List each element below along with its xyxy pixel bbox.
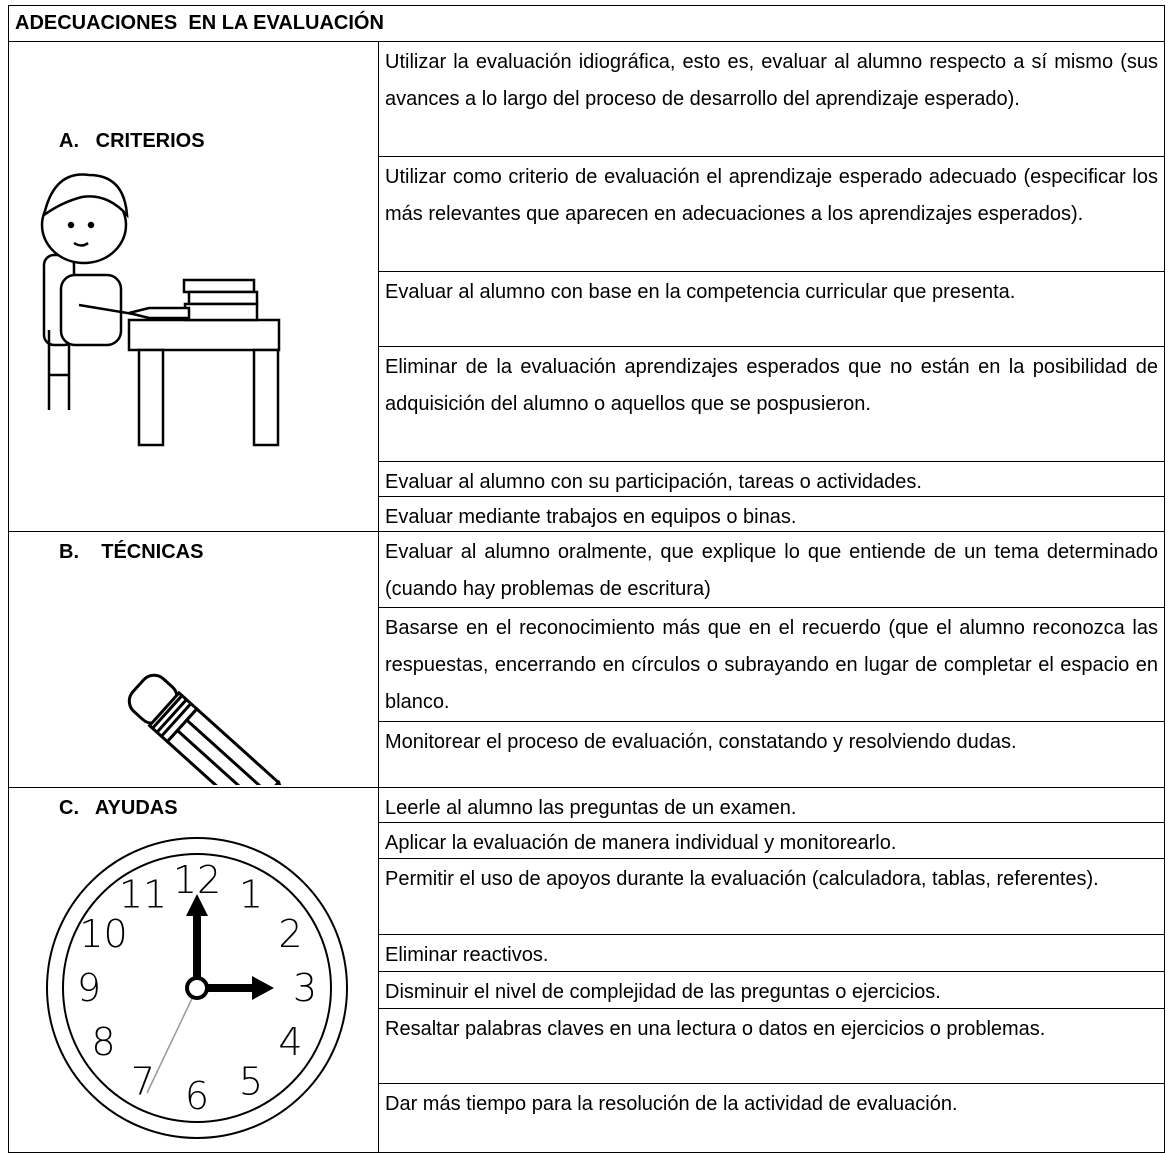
section-side: C. AYUDAS 12 1 2 3 4 5 6 7 8 9 10 11 <box>9 788 378 1146</box>
section-cell: A. CRITERIOS <box>8 41 379 532</box>
item-row: Aplicar la evaluación de manera individu… <box>9 822 1165 859</box>
clock-numeral: 3 <box>293 966 317 1010</box>
illustration-part <box>59 273 123 347</box>
clock-numeral: 2 <box>278 912 302 956</box>
item-cell: Aplicar la evaluación de manera individu… <box>378 822 1165 859</box>
item-text: Disminuir el nivel de complejidad de las… <box>385 981 941 1003</box>
clock-numeral: 1 <box>239 872 263 916</box>
item-cell: Evaluar al alumno con su participación, … <box>378 461 1165 497</box>
item-text: Evaluar al alumno con su participación, … <box>385 471 922 493</box>
document: ADECUACIONES EN LA EVALUACIÓN A. CRITERI… <box>8 5 1165 1153</box>
clock-center <box>185 976 209 1000</box>
item-text: Basarse en el reconocimiento más que en … <box>385 617 1158 713</box>
clock-numeral: 8 <box>91 1020 115 1064</box>
section-cell: C. AYUDAS 12 1 2 3 4 5 6 7 8 9 10 11 <box>8 787 379 1153</box>
table-title: ADECUACIONES EN LA EVALUACIÓN <box>8 5 1165 42</box>
item-row: Basarse en el reconocimiento más que en … <box>9 607 1165 722</box>
item-cell: Evaluar al alumno con base en la compete… <box>378 271 1165 347</box>
item-cell: Eliminar de la evaluación aprendizajes e… <box>378 346 1165 462</box>
item-row: A. CRITERIOS Utilizar la evaluación idio… <box>8 41 1165 532</box>
illustration-part <box>151 694 193 738</box>
item-text: Utilizar la evaluación idiográfica, esto… <box>385 51 1158 110</box>
item-text: Resaltar palabras claves en una lectura … <box>385 1018 1046 1040</box>
item-text: Evaluar al alumno oralmente, que expliqu… <box>385 541 1158 600</box>
item-row: Utilizar como criterio de evaluación el … <box>9 156 1165 272</box>
illustration <box>40 173 281 447</box>
item-cell: Leerle al alumno las preguntas de un exa… <box>378 787 1165 823</box>
item-text: Evaluar al alumno con base en la compete… <box>385 281 1016 303</box>
item-cell: Monitorear el proceso de evaluación, con… <box>378 721 1165 788</box>
section-side: A. CRITERIOS <box>9 42 378 526</box>
item-cell: Resaltar palabras claves en una lectura … <box>378 1008 1165 1084</box>
illustration-part <box>137 348 165 447</box>
illustration-part <box>252 348 280 447</box>
item-text: Evaluar mediante trabajos en equipos o b… <box>385 506 797 528</box>
second-hand <box>146 987 198 1094</box>
hour-hand <box>186 894 208 988</box>
header-row: ADECUACIONES EN LA EVALUACIÓN <box>8 5 1165 42</box>
clock-numeral: 5 <box>239 1060 263 1104</box>
item-text: Eliminar de la evaluación aprendizajes e… <box>385 356 1158 415</box>
item-text: Monitorear el proceso de evaluación, con… <box>385 731 1017 753</box>
item-cell: Utilizar la evaluación idiográfica, esto… <box>378 41 1165 157</box>
illustration-part <box>187 290 259 306</box>
item-cell: Basarse en el reconocimiento más que en … <box>378 607 1165 722</box>
item-text: Eliminar reactivos. <box>385 944 549 966</box>
illustration-part <box>128 306 191 320</box>
clock-numeral: 9 <box>77 966 101 1010</box>
item-row: Permitir el uso de apoyos durante la eva… <box>9 858 1165 935</box>
item-cell: Evaluar mediante trabajos en equipos o b… <box>378 496 1165 532</box>
item-cell: Disminuir el nivel de complejidad de las… <box>378 971 1165 1009</box>
item-cell: Eliminar reactivos. <box>378 934 1165 972</box>
item-row: Evaluar al alumno con su participación, … <box>9 461 1165 497</box>
illustration-part <box>67 221 75 229</box>
section-label: B. TÉCNICAS <box>59 541 204 563</box>
item-text: Utilizar como criterio de evaluación el … <box>385 166 1158 225</box>
item-text: Dar más tiempo para la resolución de la … <box>385 1093 958 1115</box>
illustration-part <box>183 302 259 322</box>
item-row: C. AYUDAS 12 1 2 3 4 5 6 7 8 9 10 11 Leerle al alumno… <box>8 787 1165 1153</box>
item-text: Permitir el uso de apoyos durante la eva… <box>385 868 1099 890</box>
illustration-part <box>182 278 256 294</box>
clock-numeral: 6 <box>185 1074 209 1118</box>
item-row: B. TÉCNICAS Evaluar al alumno oralmente,… <box>8 531 1165 788</box>
clock-numeral: 7 <box>131 1060 155 1104</box>
clock-numeral: 10 <box>79 912 127 956</box>
section-cell: B. TÉCNICAS <box>8 531 379 788</box>
item-text: Aplicar la evaluación de manera individu… <box>385 832 897 854</box>
adaptations-table: ADECUACIONES EN LA EVALUACIÓN A. CRITERI… <box>8 5 1165 1153</box>
item-row: Evaluar mediante trabajos en equipos o b… <box>9 496 1165 532</box>
illustration-part <box>40 173 281 447</box>
clock-numeral: 11 <box>119 872 167 916</box>
item-text: Leerle al alumno las preguntas de un exa… <box>385 797 797 819</box>
illustration-part <box>42 173 129 219</box>
item-cell: Permitir el uso de apoyos durante la eva… <box>378 858 1165 935</box>
item-cell: Utilizar como criterio de evaluación el … <box>378 156 1165 272</box>
illustration-part <box>176 718 270 785</box>
item-cell: Evaluar al alumno oralmente, que expliqu… <box>378 531 1165 608</box>
illustration <box>127 673 300 785</box>
section-label: A. CRITERIOS <box>59 130 205 152</box>
clock-numeral: 4 <box>278 1020 302 1064</box>
section-side: B. TÉCNICAS <box>9 532 378 785</box>
illustration-part <box>127 673 300 785</box>
item-cell: Dar más tiempo para la resolución de la … <box>378 1083 1165 1153</box>
illustration-part <box>127 318 281 352</box>
item-row: Resaltar palabras claves en una lectura … <box>9 1008 1165 1084</box>
minute-hand <box>197 976 274 1000</box>
illustration-part <box>73 241 89 247</box>
section-label: C. AYUDAS <box>59 797 178 819</box>
illustration-part <box>87 221 95 229</box>
illustration-part <box>165 706 281 785</box>
